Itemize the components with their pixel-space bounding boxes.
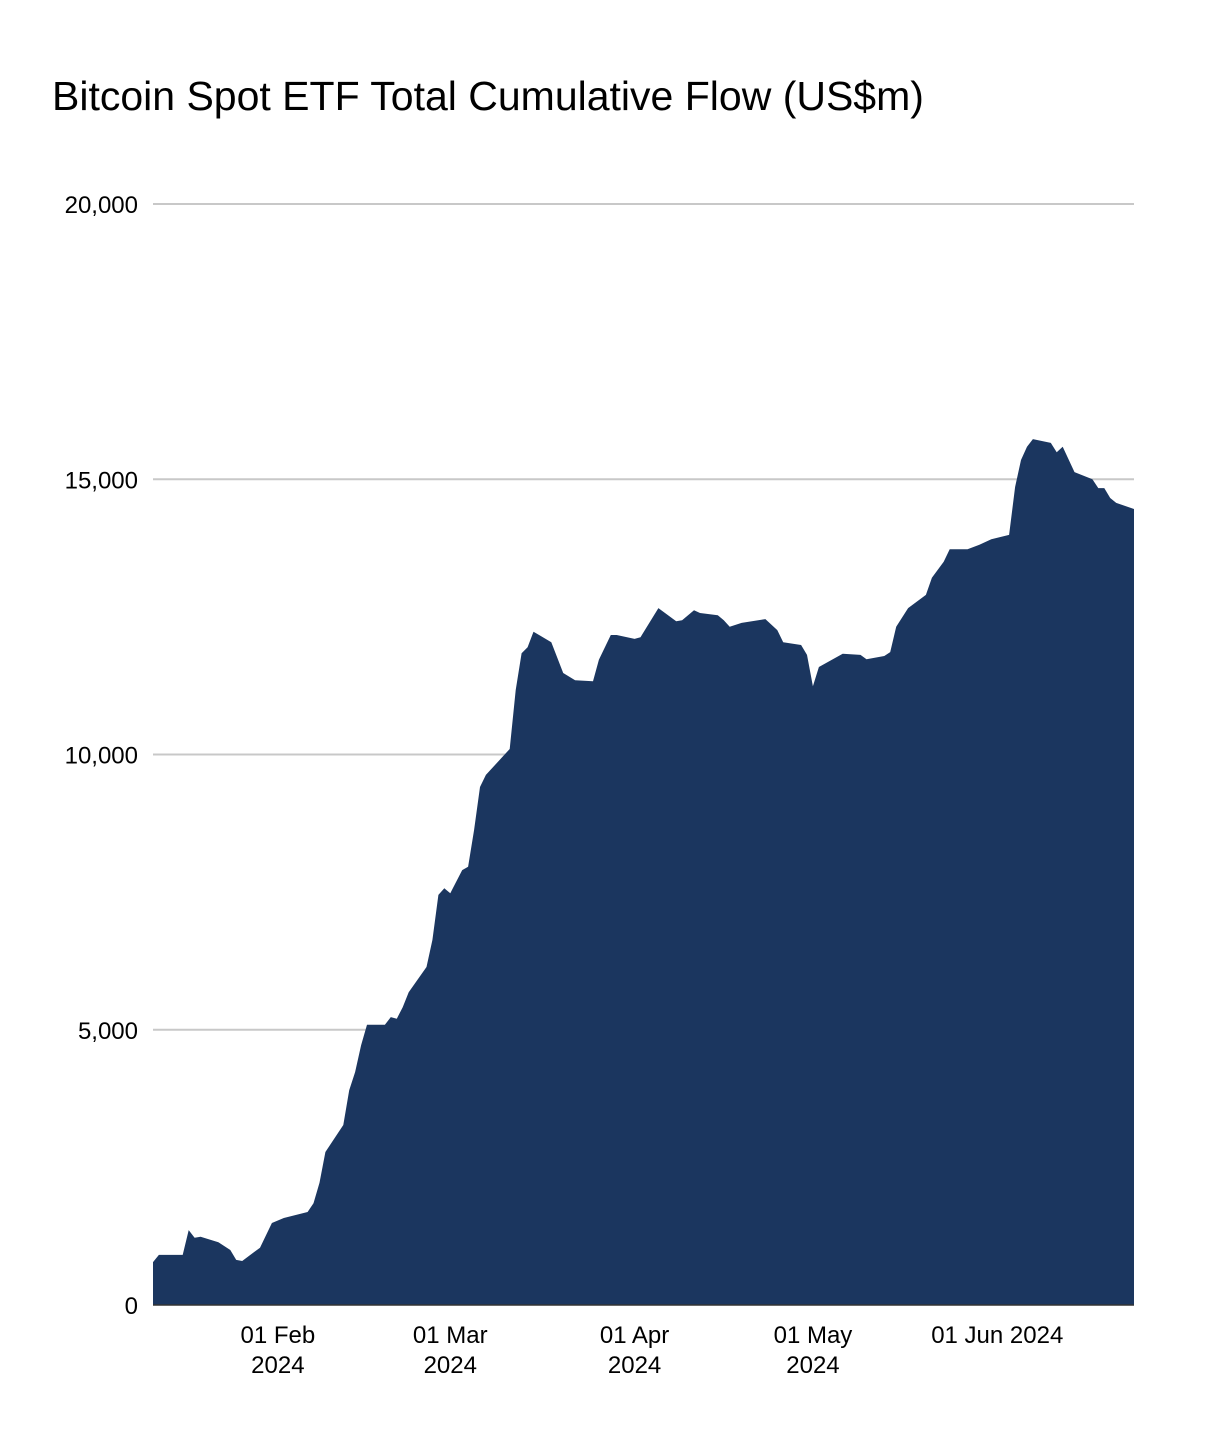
- area-series: [153, 439, 1134, 1306]
- x-tick-label: 2024: [424, 1352, 477, 1379]
- x-tick-label: 2024: [608, 1352, 661, 1379]
- y-tick-label: 0: [125, 1293, 138, 1320]
- x-tick-label: 01 Apr: [600, 1322, 669, 1349]
- y-tick-label: 10,000: [65, 743, 138, 770]
- x-tick-label: 2024: [251, 1352, 304, 1379]
- x-tick-label: 01 Jun 2024: [931, 1322, 1063, 1349]
- x-tick-label: 2024: [786, 1352, 839, 1379]
- area-fill: [153, 439, 1134, 1306]
- x-axis: 01 Feb 2024 01 Mar 2024 01 Apr 2024 01 May 2024…: [240, 1322, 1063, 1379]
- y-tick-label: 15,000: [65, 467, 138, 494]
- y-tick-label: 5,000: [78, 1018, 138, 1045]
- x-tick-label: 01 Feb: [240, 1322, 315, 1349]
- x-tick-label: 01 Mar: [413, 1322, 488, 1349]
- chart-title: Bitcoin Spot ETF Total Cumulative Flow (…: [52, 73, 924, 119]
- y-tick-label: 20,000: [65, 192, 138, 219]
- y-axis: 0 5,000 10,000 15,000 20,000: [65, 192, 138, 1320]
- x-tick-label: 01 May: [774, 1322, 853, 1349]
